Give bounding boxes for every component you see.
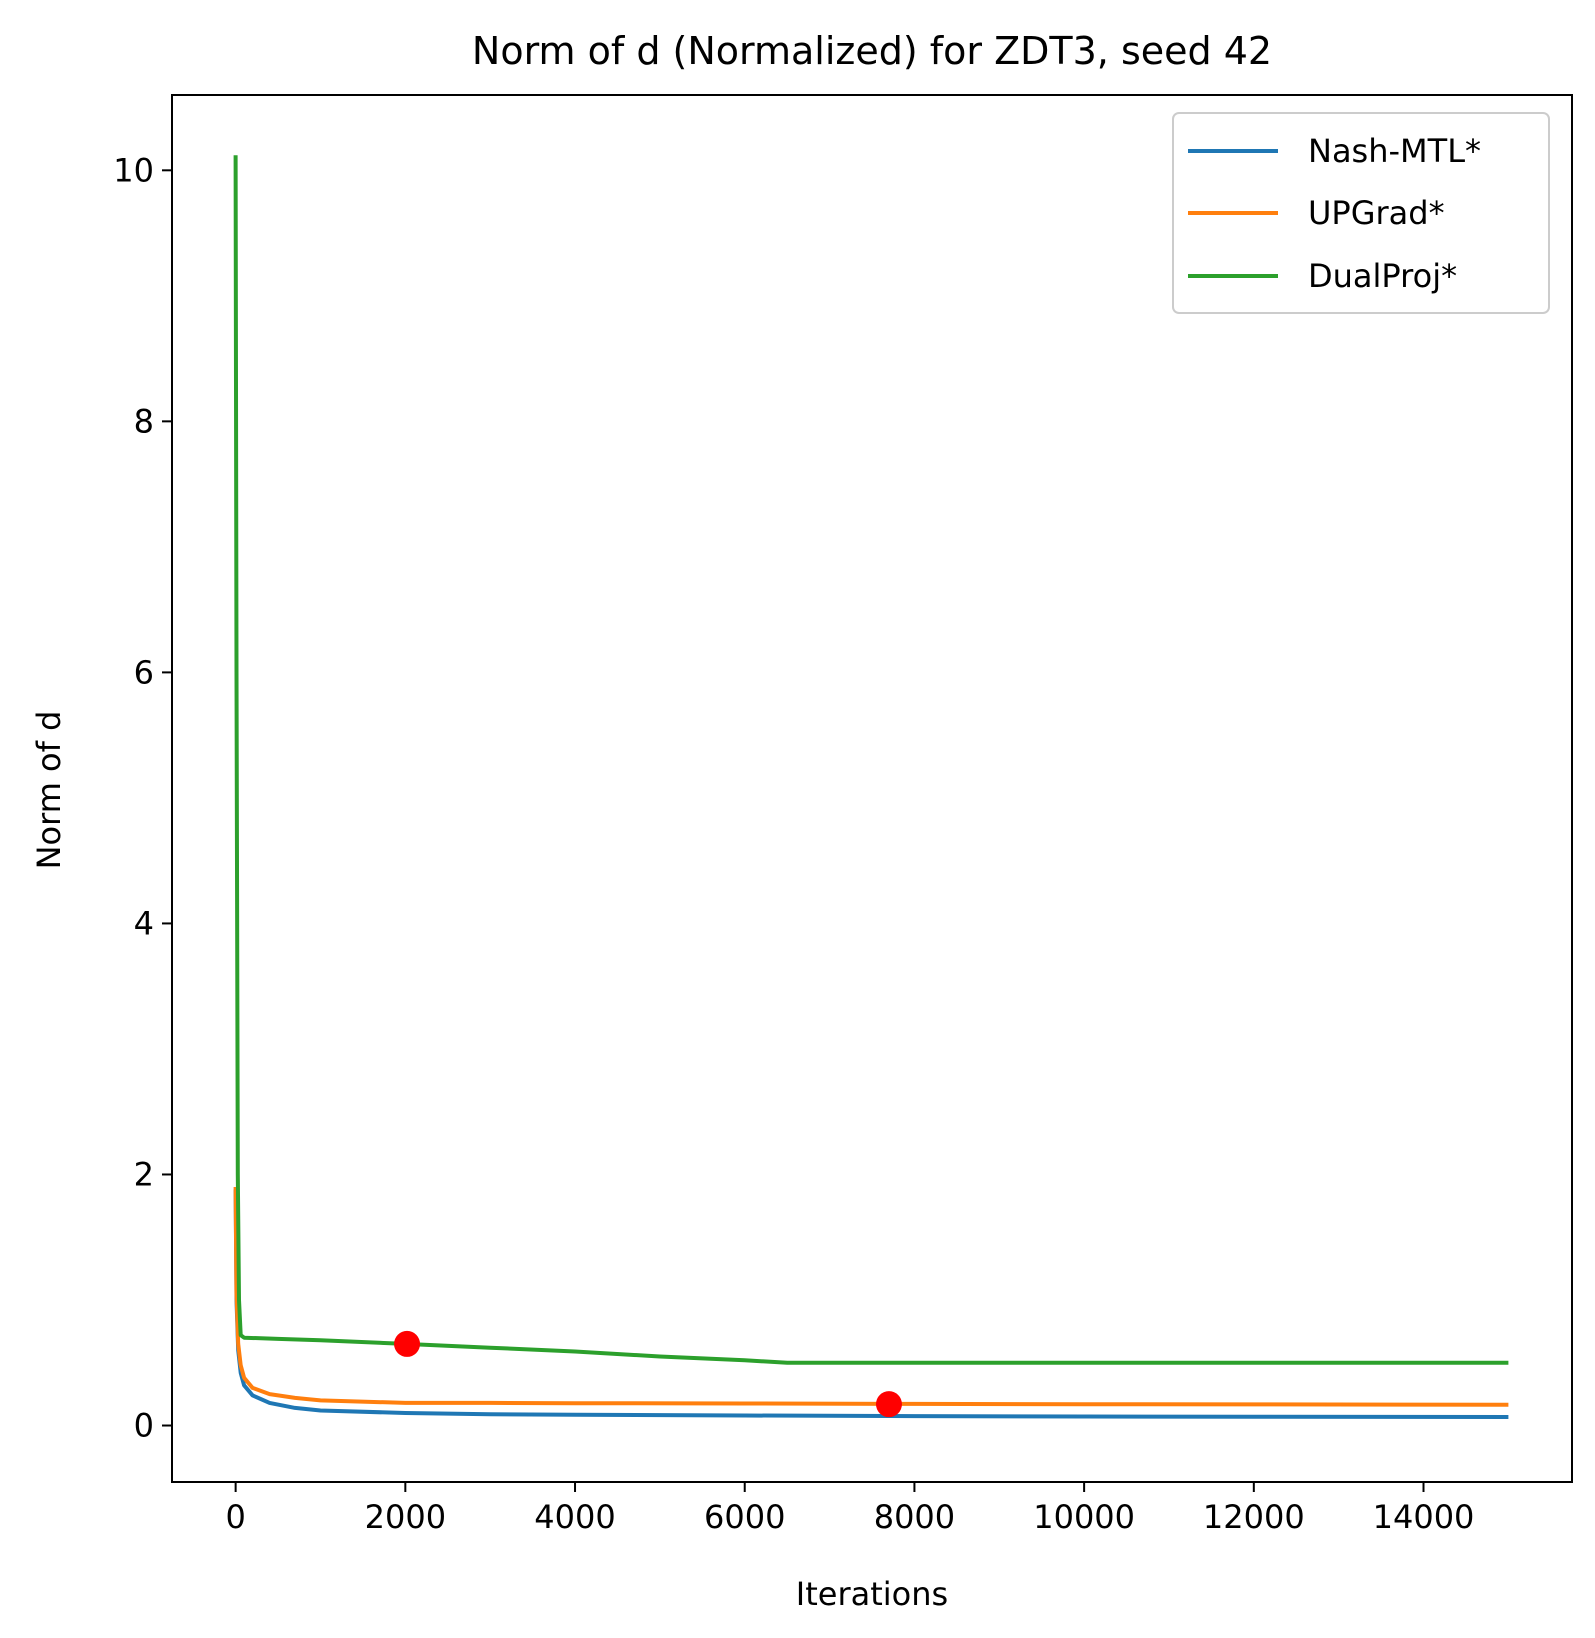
y-tick-label: 2	[134, 1155, 154, 1193]
marker-layer	[394, 1330, 902, 1418]
x-tick-label: 14000	[1373, 1498, 1475, 1536]
x-axis-label: Iterations	[796, 1575, 948, 1613]
y-axis: 0 2 4 6 8 10	[113, 151, 172, 1445]
y-axis-label: Norm of d	[30, 711, 68, 870]
x-tick-label: 12000	[1203, 1498, 1305, 1536]
series-line-dualproj	[233, 155, 1509, 1365]
x-tick-label: 10000	[1033, 1498, 1135, 1536]
x-tick-label: 0	[225, 1498, 245, 1536]
chart-title: Norm of d (Normalized) for ZDT3, seed 42	[472, 29, 1272, 73]
x-tick-label: 8000	[874, 1498, 955, 1536]
series-line-upgrad	[233, 1186, 1509, 1407]
plot-area: 0 2000 4000 6000 8000 10000 12000 14000 0 2 4 6 8 10	[113, 94, 1573, 1536]
x-tick-label: 6000	[704, 1498, 785, 1536]
x-tick-label: 4000	[534, 1498, 615, 1536]
legend-label-dualproj: DualProj*	[1308, 257, 1457, 295]
y-tick-label: 4	[134, 904, 154, 942]
series-layer	[233, 155, 1509, 1419]
legend-label-nash-mtl: Nash-MTL*	[1308, 132, 1481, 170]
highlight-marker	[394, 1330, 421, 1357]
x-tick-label: 2000	[365, 1498, 446, 1536]
legend: Nash-MTL* UPGrad* DualProj*	[1172, 112, 1550, 314]
plot-frame	[171, 94, 1573, 1483]
y-tick-label: 0	[134, 1407, 154, 1445]
legend-label-upgrad: UPGrad*	[1308, 194, 1445, 232]
y-tick-label: 6	[134, 653, 154, 691]
x-axis: 0 2000 4000 6000 8000 10000 12000 14000	[225, 1482, 1474, 1536]
highlight-marker	[875, 1391, 902, 1418]
legend-box	[1172, 112, 1550, 314]
y-tick-label: 10	[113, 151, 154, 189]
y-tick-label: 8	[134, 402, 154, 440]
